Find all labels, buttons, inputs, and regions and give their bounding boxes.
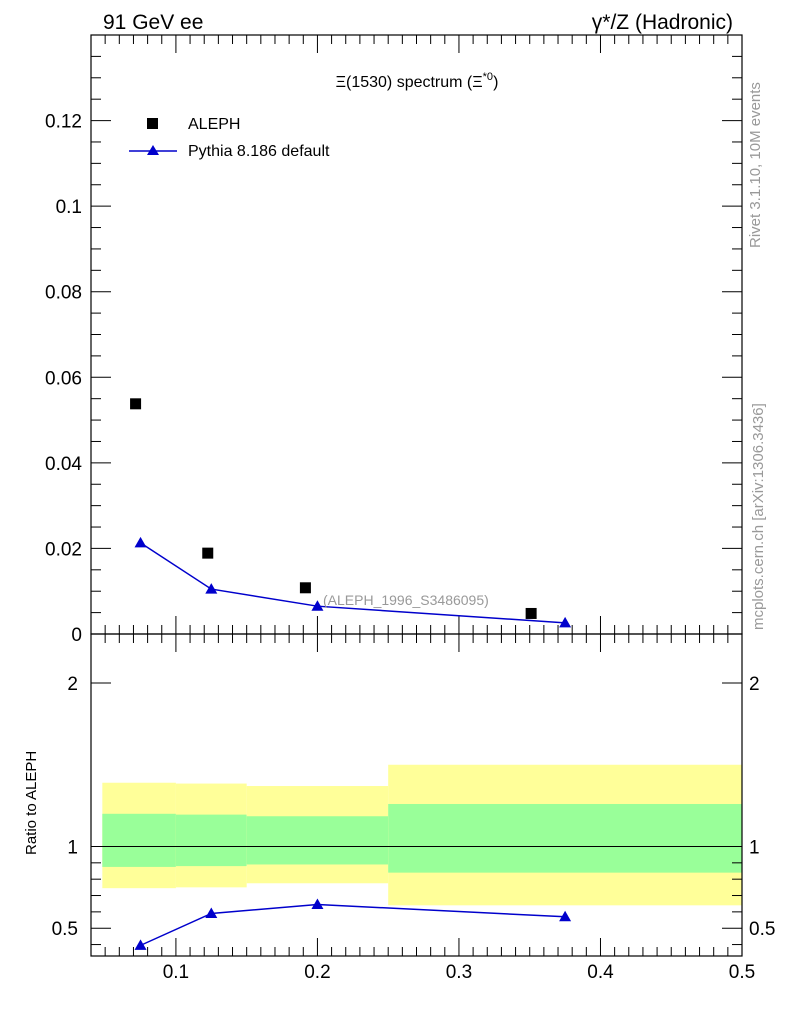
ratio-y-tick-label-right: 2 — [749, 674, 760, 695]
ratio-data-point — [205, 907, 218, 919]
x-tick-label: 0.5 — [729, 962, 755, 983]
main-y-tick-label: 0.1 — [56, 197, 82, 218]
main-y-tick-label: 0.08 — [45, 283, 82, 304]
pythia-data-point — [205, 583, 218, 594]
x-tick-label: 0.1 — [163, 962, 189, 983]
header-right-label: γ*/Z (Hadronic) — [592, 11, 733, 34]
main-y-tick-label: 0 — [71, 625, 82, 646]
ratio-y-tick-label-left: 2 — [67, 674, 78, 695]
ratio-plot-frame — [90, 633, 743, 957]
rivet-version-label: Rivet 3.1.10, 10M events — [747, 82, 764, 248]
aleph-data-point — [202, 547, 214, 559]
x-tick-label: 0.3 — [446, 962, 472, 983]
ratio-plot-panel: 0.5 0.5 1 1 2 2 0.1 0.2 0.3 0.4 0.5 Ratio to ALEPH — [23, 633, 775, 983]
ratio-data-point — [311, 898, 324, 910]
main-y-tick-label: 0.02 — [45, 539, 82, 560]
ratio-y-tick-label-right: 1 — [749, 837, 760, 858]
ratio-band-inner — [102, 813, 176, 867]
main-plot-title: Ξ(1530) spectrum (Ξ*0) — [336, 71, 499, 91]
mcplots-reference-label: mcplots.cern.ch [arXiv:1306.3436] — [750, 403, 767, 630]
ratio-plot-ticks: 0.5 0.5 1 1 2 2 0.1 0.2 0.3 0.4 0.5 — [52, 634, 775, 983]
main-plot-marks — [130, 398, 572, 628]
main-y-tick-label: 0.06 — [45, 368, 82, 389]
ratio-series-line — [140, 903, 566, 947]
main-plot-ticks: 0 0.02 0.04 0.06 0.08 0.1 0.12 — [45, 34, 743, 646]
header-left-label: 91 GeV ee — [103, 11, 203, 34]
x-tick-label: 0.2 — [304, 962, 330, 983]
ratio-y-axis-label: Ratio to ALEPH — [23, 751, 40, 855]
analysis-tag: (ALEPH_1996_S3486095) — [323, 592, 489, 608]
pythia-data-point — [559, 616, 572, 628]
ratio-data-point — [559, 910, 572, 922]
x-tick-label: 0.4 — [587, 962, 614, 983]
pythia-data-point — [134, 536, 147, 548]
ratio-y-tick-label-right: 0.5 — [749, 919, 775, 940]
aleph-data-point — [299, 582, 311, 594]
ratio-y-tick-label-left: 1 — [67, 837, 78, 858]
legend-pythia-marker — [147, 145, 159, 155]
legend: ALEPH Pythia 8.186 default — [129, 116, 330, 160]
legend-pythia-label: Pythia 8.186 default — [188, 143, 330, 160]
ratio-data-point — [134, 939, 147, 950]
ratio-band-inner — [388, 803, 742, 873]
aleph-data-point — [525, 607, 537, 619]
pythia-data-point — [311, 600, 324, 611]
main-y-tick-label: 0.04 — [45, 454, 82, 475]
ratio-plot-marks — [134, 898, 572, 950]
ratio-y-tick-label-left: 0.5 — [52, 919, 78, 940]
main-y-tick-label: 0.12 — [45, 112, 82, 133]
main-plot-panel: 0 0.02 0.04 0.06 0.08 0.1 0.12 Ξ(1530) spectru… — [45, 34, 743, 646]
aleph-data-point — [130, 398, 142, 410]
ratio-band-inner — [246, 816, 389, 865]
pythia-series-line — [140, 542, 566, 624]
legend-aleph-marker — [147, 118, 158, 129]
ratio-uncertainty-bands — [102, 764, 742, 906]
legend-aleph-label: ALEPH — [188, 116, 240, 133]
ratio-band-inner — [175, 814, 247, 867]
